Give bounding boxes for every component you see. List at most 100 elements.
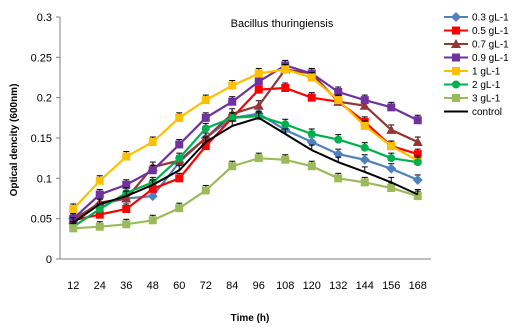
legend-label: 0.3 gL-1 — [472, 13, 509, 24]
data-point — [121, 193, 132, 203]
data-point — [95, 190, 104, 199]
x-tick-label: 108 — [276, 280, 294, 292]
data-point — [359, 154, 370, 165]
data-point — [95, 204, 104, 213]
data-point — [387, 142, 396, 151]
data-point — [360, 178, 369, 187]
data-point — [122, 180, 131, 189]
data-point — [413, 192, 422, 201]
legend-marker — [451, 39, 461, 48]
legend-item: 0.3 gL-1 — [444, 12, 509, 24]
data-point — [412, 174, 423, 185]
data-point — [69, 224, 78, 233]
legend-item: 1 gL-1 — [444, 67, 501, 78]
data-point — [334, 96, 343, 105]
series-6 — [69, 152, 422, 233]
legend-marker — [452, 53, 460, 62]
data-point — [122, 204, 131, 213]
data-point — [148, 138, 157, 147]
y-tick-label: 0.1 — [37, 173, 52, 185]
data-point — [413, 150, 422, 159]
x-tick-label: 168 — [409, 280, 427, 292]
legend-label: 0.7 gL-1 — [472, 40, 509, 51]
data-point — [201, 96, 210, 105]
data-point — [228, 81, 237, 90]
data-point — [307, 162, 316, 171]
data-point — [412, 137, 423, 147]
data-point — [69, 204, 78, 213]
data-point — [413, 158, 422, 167]
x-tick-label: 12 — [67, 280, 79, 292]
x-tick-label: 84 — [226, 280, 238, 292]
x-tick-label: 132 — [329, 280, 347, 292]
data-point — [254, 154, 263, 163]
data-point — [201, 186, 210, 195]
data-point — [306, 137, 317, 148]
data-point — [254, 77, 263, 86]
legend-item: 0.9 gL-1 — [444, 53, 509, 64]
legend-marker — [452, 26, 460, 35]
y-tick-label: 0.05 — [31, 214, 52, 226]
legend-marker — [452, 94, 460, 102]
x-tick-label: 60 — [173, 280, 185, 292]
data-point — [122, 220, 131, 229]
data-point — [95, 210, 104, 219]
y-axis-label: Optical dencity (600nm) — [9, 84, 20, 197]
data-point — [387, 103, 396, 112]
series-line — [72, 64, 419, 220]
data-point — [281, 83, 290, 92]
data-point — [281, 65, 290, 74]
x-tick-label: 36 — [120, 280, 132, 292]
legend-label: control — [472, 107, 502, 118]
x-tick-label: 144 — [356, 280, 374, 292]
data-point — [95, 176, 104, 185]
series-line — [72, 116, 419, 224]
data-point — [148, 166, 157, 175]
x-tick-label: 96 — [253, 280, 265, 292]
legend-marker — [452, 67, 460, 75]
data-point — [386, 124, 397, 134]
y-tick-label: 0.2 — [37, 93, 52, 105]
y-tick-label: 0.15 — [31, 133, 52, 145]
data-point — [147, 191, 158, 202]
data-point — [175, 154, 184, 163]
data-point — [175, 204, 184, 213]
data-point — [148, 216, 157, 225]
legend-item: 2 gL-1 — [444, 80, 501, 91]
data-point — [148, 184, 157, 193]
legend-label: 1 gL-1 — [472, 67, 501, 78]
series-line — [73, 86, 419, 222]
series-5 — [69, 110, 422, 231]
series-1 — [69, 82, 422, 225]
data-point — [413, 116, 422, 125]
x-tick-label: 72 — [200, 280, 212, 292]
data-point — [333, 149, 344, 160]
data-point — [386, 163, 397, 174]
legend-label: 0.9 gL-1 — [472, 53, 509, 64]
data-point — [95, 222, 104, 231]
series-layer — [68, 59, 423, 233]
y-tick-label: 0.25 — [31, 52, 52, 64]
series-line — [72, 115, 418, 228]
data-point — [254, 69, 263, 78]
data-point — [281, 155, 290, 164]
data-point — [254, 85, 263, 94]
data-point — [201, 113, 210, 122]
legend-marker — [451, 12, 461, 22]
data-point — [334, 135, 343, 144]
legend-item: 3 gL-1 — [444, 94, 501, 105]
data-point — [334, 174, 343, 183]
chart-title: Bacillus thuringiensis — [231, 18, 334, 30]
legend-label: 3 gL-1 — [472, 94, 501, 105]
y-tick-label: 0.3 — [37, 12, 52, 24]
data-point — [228, 162, 237, 171]
y-ticks: 0 0.05 0.1 0.15 0.2 0.25 0.3 — [31, 12, 60, 266]
y-tick-label: 0 — [46, 254, 52, 266]
data-point — [307, 73, 316, 82]
data-point — [281, 120, 290, 129]
legend-label: 0.5 gL-1 — [472, 26, 509, 37]
data-point — [359, 100, 370, 110]
series-2 — [68, 63, 423, 225]
x-tick-label: 120 — [303, 280, 321, 292]
